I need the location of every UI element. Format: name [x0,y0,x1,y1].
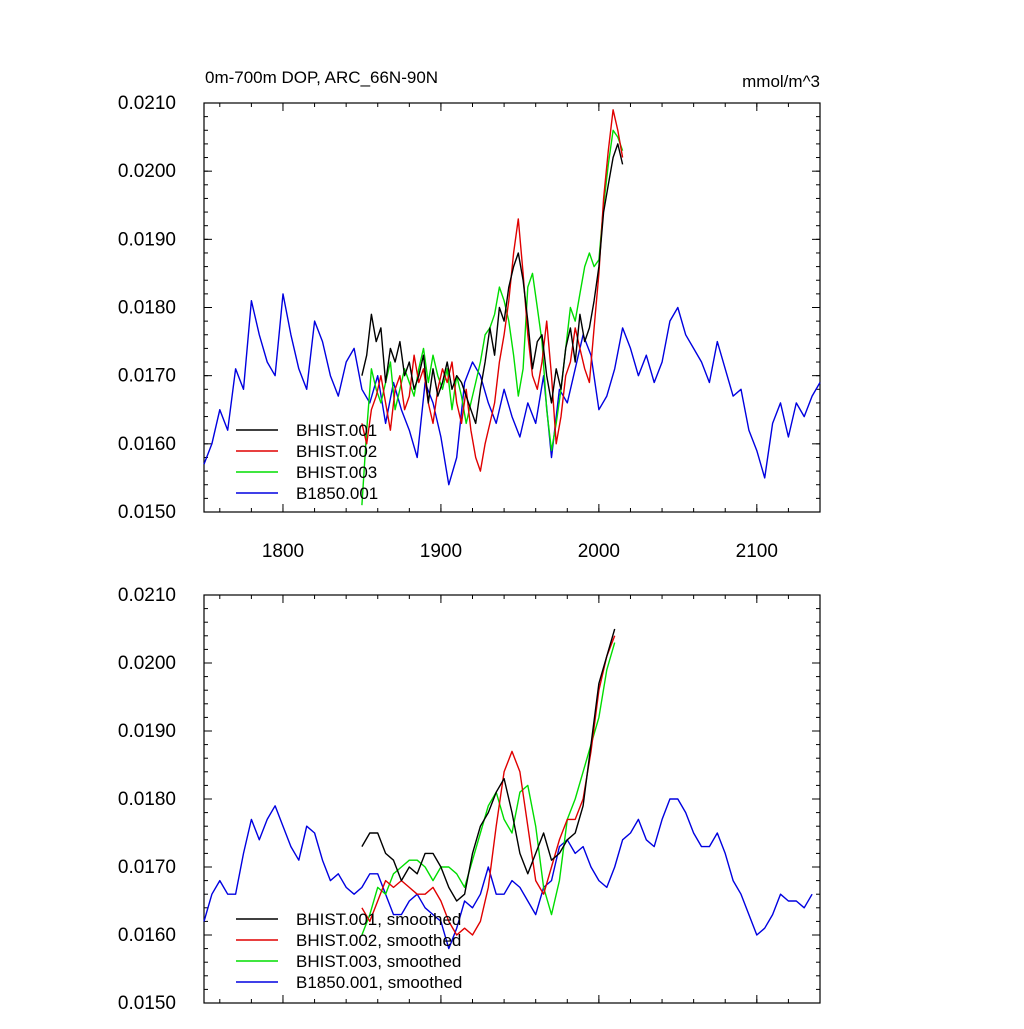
legend-label-b1850-001-smoothed: B1850.001, smoothed [296,973,462,992]
legend-label-bhist-003: BHIST.003 [296,463,377,482]
series-line-bhist-003-smoothed [361,642,616,936]
series-line-bhist-001 [361,143,624,425]
x-tick-label: 1800 [262,541,304,562]
legend-label-bhist-001: BHIST.001 [296,421,377,440]
y-tick-label: 0.0160 [118,925,176,946]
chart-title: 0m-700m DOP, ARC_66N-90N [205,68,438,87]
y-tick-label: 0.0150 [118,502,176,523]
series-line-bhist-003 [361,129,624,506]
y-tick-label: 0.0200 [118,161,176,182]
y-tick-label: 0.0200 [118,653,176,674]
x-tick-label: 2000 [578,541,620,562]
series-line-bhist-001-smoothed [361,628,616,902]
y-tick-label: 0.0160 [118,434,176,455]
legend-label-bhist-002: BHIST.002 [296,442,377,461]
y-tick-label: 0.0210 [118,93,176,114]
panel-raw: 0m-700m DOP, ARC_66N-90N mmol/m^3 0.0150… [118,68,821,562]
y-tick-label: 0.0150 [118,993,176,1014]
x-tick-label: 2100 [736,541,778,562]
series-line-b1850-001 [203,293,821,486]
legend-label-bhist-003-smoothed: BHIST.003, smoothed [296,952,461,971]
x-tick-label: 1900 [420,541,462,562]
y-tick-label: 0.0190 [118,721,176,742]
legend-label-bhist-001-smoothed: BHIST.001, smoothed [296,910,461,929]
y-tick-label: 0.0170 [118,366,176,387]
series-line-b1850-001-smoothed [203,798,813,950]
panel-smoothed: 0.0150 0.0160 0.0170 0.0180 0.0190 0.0200 0.02… [118,585,821,1014]
y-tick-label: 0.0210 [118,585,176,606]
legend-label-b1850-001: B1850.001 [296,484,378,503]
y-tick-label: 0.0170 [118,857,176,878]
legend-label-bhist-002-smoothed: BHIST.002, smoothed [296,931,461,950]
y-tick-label: 0.0180 [118,298,176,319]
y-tick-label: 0.0180 [118,789,176,810]
units-label: mmol/m^3 [742,72,820,91]
series-line-bhist-002 [361,109,624,472]
series-line-bhist-002-smoothed [361,635,616,936]
y-tick-label: 0.0190 [118,229,176,250]
